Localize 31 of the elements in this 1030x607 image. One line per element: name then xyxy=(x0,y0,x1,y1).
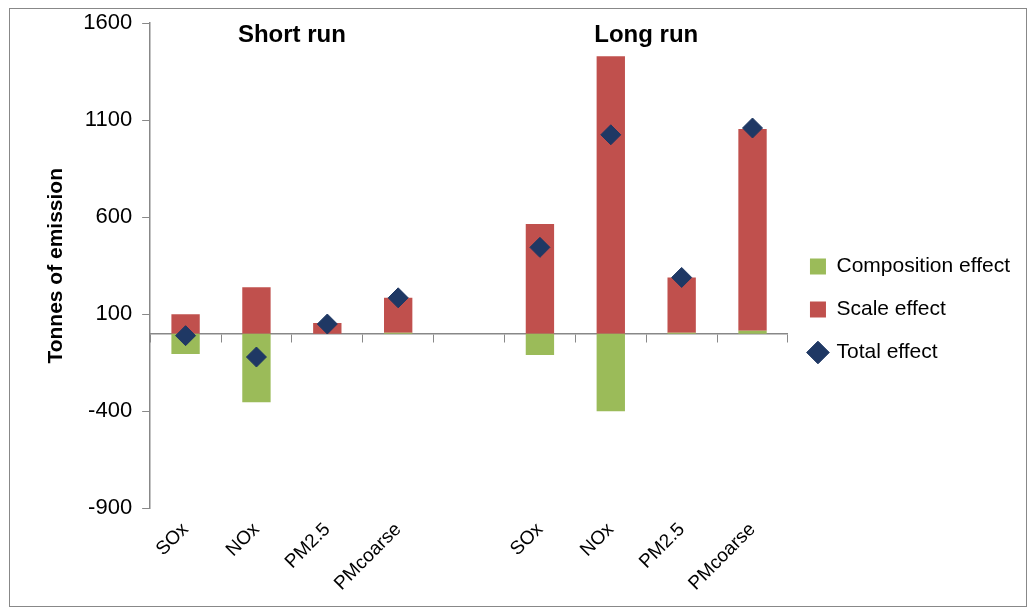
bar xyxy=(667,277,696,333)
bar xyxy=(738,128,767,331)
point xyxy=(316,313,338,335)
bar xyxy=(242,287,271,334)
x-tick-label: NOx xyxy=(575,517,618,560)
point xyxy=(742,117,764,139)
bar xyxy=(525,224,555,334)
y-tick-label: -900 xyxy=(88,494,133,520)
legend-label: Composition effect xyxy=(836,253,1011,277)
point xyxy=(600,124,622,146)
y-axis-title: Tonnes of emission xyxy=(43,167,67,364)
y-tick-label: 600 xyxy=(95,203,133,229)
legend-label: Scale effect xyxy=(836,296,946,320)
bar xyxy=(596,333,625,412)
point xyxy=(671,266,693,288)
bar xyxy=(738,330,767,334)
point xyxy=(175,325,197,347)
y-tick-label: 1600 xyxy=(83,9,133,35)
x-tick-label: SOx xyxy=(505,517,547,560)
y-tick-label: -400 xyxy=(88,397,133,423)
y-tick-label: 1100 xyxy=(84,106,133,132)
y-tick-label: 100 xyxy=(95,300,133,326)
bar xyxy=(525,333,555,356)
point xyxy=(529,236,551,258)
x-tick-label: NOx xyxy=(221,517,264,560)
point xyxy=(387,287,409,309)
x-tick-label: SOx xyxy=(151,517,193,560)
legend-label: Total effect xyxy=(836,339,938,363)
annotation: Short run xyxy=(237,19,346,47)
bar xyxy=(596,56,625,334)
annotation: Long run xyxy=(594,19,699,47)
